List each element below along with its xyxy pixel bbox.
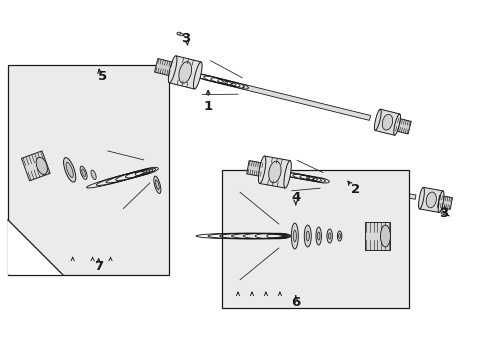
Ellipse shape: [305, 231, 309, 241]
Ellipse shape: [443, 213, 447, 215]
Ellipse shape: [293, 230, 296, 242]
Ellipse shape: [418, 187, 424, 209]
Ellipse shape: [154, 176, 161, 193]
Ellipse shape: [304, 225, 310, 247]
Polygon shape: [437, 195, 451, 210]
Ellipse shape: [382, 114, 392, 130]
Polygon shape: [246, 161, 263, 176]
Ellipse shape: [179, 34, 183, 36]
Polygon shape: [328, 180, 415, 199]
Text: 1: 1: [203, 100, 212, 113]
Ellipse shape: [81, 169, 85, 177]
Polygon shape: [169, 56, 201, 89]
Ellipse shape: [374, 109, 380, 130]
Ellipse shape: [258, 156, 265, 184]
Ellipse shape: [315, 227, 321, 245]
Ellipse shape: [426, 192, 435, 208]
Text: 5: 5: [98, 70, 107, 83]
Bar: [8, 66, 169, 275]
Text: 3: 3: [180, 32, 189, 45]
Ellipse shape: [80, 166, 87, 179]
Ellipse shape: [268, 161, 281, 183]
Ellipse shape: [168, 56, 177, 83]
Ellipse shape: [328, 233, 330, 239]
Polygon shape: [259, 156, 289, 188]
Ellipse shape: [326, 229, 332, 243]
Text: 4: 4: [290, 192, 300, 204]
Ellipse shape: [393, 114, 400, 135]
Ellipse shape: [66, 162, 73, 177]
Ellipse shape: [193, 62, 202, 89]
Text: 7: 7: [94, 260, 103, 273]
Polygon shape: [154, 58, 173, 76]
Polygon shape: [21, 151, 50, 181]
Ellipse shape: [63, 158, 76, 182]
Polygon shape: [374, 109, 399, 135]
Ellipse shape: [291, 223, 298, 249]
Text: 6: 6: [290, 296, 300, 309]
Ellipse shape: [36, 157, 47, 175]
Ellipse shape: [337, 231, 341, 241]
Ellipse shape: [91, 170, 96, 180]
Ellipse shape: [437, 191, 443, 212]
Ellipse shape: [155, 180, 159, 190]
Polygon shape: [364, 222, 389, 250]
Polygon shape: [419, 188, 442, 212]
Ellipse shape: [317, 232, 319, 240]
Ellipse shape: [338, 234, 340, 238]
Ellipse shape: [179, 62, 191, 83]
Polygon shape: [8, 220, 62, 275]
Text: 2: 2: [350, 184, 359, 197]
Bar: [222, 170, 408, 307]
Ellipse shape: [440, 211, 445, 214]
Polygon shape: [242, 84, 370, 120]
Ellipse shape: [284, 161, 291, 188]
Ellipse shape: [177, 32, 181, 35]
Polygon shape: [394, 118, 410, 134]
Ellipse shape: [380, 225, 389, 247]
Text: 3: 3: [438, 207, 447, 220]
